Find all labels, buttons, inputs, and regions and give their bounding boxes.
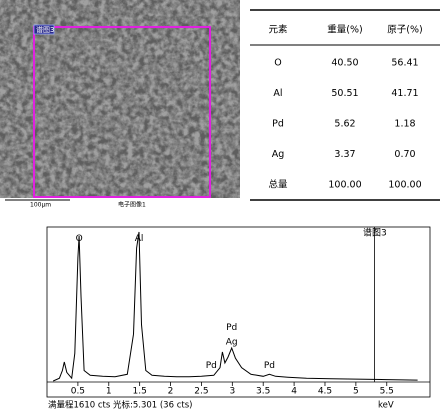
spectrum-line [52, 231, 418, 382]
table-cell: 5.62 [334, 119, 355, 130]
peak-label: Pd [206, 361, 217, 371]
x-tick-label: 5 [353, 387, 359, 397]
table-cell: 总量 [268, 179, 288, 191]
peak-label: Pd [226, 323, 237, 333]
x-tick-label: 3.5 [256, 387, 270, 397]
area-label: 谱图3 [36, 25, 54, 34]
table-cell: 1.18 [394, 119, 415, 130]
table-header: 原子(%) [387, 25, 422, 36]
table-cell: 56.41 [391, 58, 418, 69]
table-cell: Al [273, 88, 282, 99]
peak-label: O [76, 234, 83, 244]
footer: 满量程1610 cts 光标:5.301 (36 cts) [48, 400, 192, 411]
table-cell: 0.70 [394, 149, 415, 160]
table-cell: 50.51 [331, 88, 358, 99]
table: 元素 重量(%) 原子(%) O 40.50 56.41 Al 50.51 41.71 Pd 5.6… [250, 9, 440, 201]
frame [46, 226, 431, 398]
scale-label: 100µm [30, 202, 51, 209]
table-cell: 41.71 [391, 88, 418, 99]
x-tick-label: 4.5 [318, 387, 332, 397]
peak-label: Pd [264, 361, 275, 371]
x-tick-label: 1.5 [132, 387, 146, 397]
x-tick-label: 3 [229, 387, 235, 397]
table-cell: Ag [272, 149, 285, 160]
table-cell: 100.00 [388, 180, 421, 191]
image-caption: 电子图像1 [118, 201, 146, 209]
spectrum: 谱图3 满量程1610 cts 光标:5.301 (36 cts) keV 0.… [46, 226, 431, 411]
x-tick-label: 4 [291, 387, 297, 397]
x-tick-label: 2 [168, 387, 174, 397]
x-tick-label: 1 [106, 387, 112, 397]
table-cell: 3.37 [334, 149, 355, 160]
x-tick-label: 2.5 [194, 387, 208, 397]
peak-label: Al [135, 234, 144, 244]
x-tick-label: 5.5 [380, 387, 394, 397]
x-tick-label: 0.5 [71, 387, 85, 397]
spectrum-area [33, 26, 211, 198]
table-cell: Pd [272, 119, 284, 130]
table-header: 元素 [268, 24, 288, 36]
spectrum-label: 谱图3 [363, 227, 387, 239]
x-unit: keV [378, 401, 394, 411]
peak-label: Ag [226, 337, 238, 347]
table-header: 重量(%) [327, 24, 362, 36]
table-cell: 40.50 [331, 58, 358, 69]
table-cell: 100.00 [328, 180, 361, 191]
area-label-box [33, 24, 55, 35]
table-cell: O [274, 58, 281, 69]
